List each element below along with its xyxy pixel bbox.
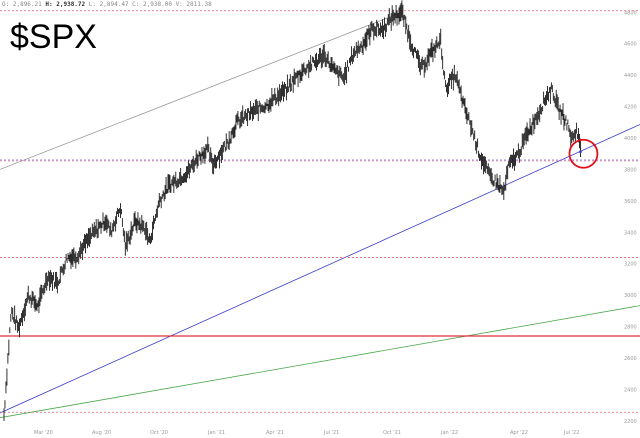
x-tick-label: Jan '22 (440, 430, 458, 436)
ohlc-high-value: 2,938.72 (56, 1, 86, 8)
x-tick-label: Aug '20 (92, 430, 111, 436)
x-tick-label: Jul '21 (323, 430, 339, 436)
upper-channel-line (0, 11, 403, 170)
y-tick-label: 4600 (624, 42, 637, 48)
y-tick-label: 3600 (624, 199, 637, 205)
y-tick-label: 2600 (624, 356, 637, 362)
x-tick-label: Jul '22 (563, 430, 579, 436)
x-axis-ticks: Mar '20 Aug '20 Oct '20 Jan '21 Apr '21 Jul '… (34, 430, 579, 436)
ohlc-high-label: H: (45, 1, 53, 8)
ohlc-volume-label: V: (175, 1, 183, 8)
y-tick-label: 4000 (624, 136, 637, 142)
x-tick-label: Apr '22 (510, 430, 528, 436)
y-tick-label: 3000 (624, 293, 637, 299)
x-tick-label: Mar '20 (34, 430, 53, 436)
y-tick-label: 4400 (624, 73, 637, 79)
annotations (568, 138, 599, 169)
x-tick-label: Oct '20 (150, 430, 168, 436)
ohlc-readout: O: 2,896.21 H: 2,938.72 L: 2,894.47 C: 2… (2, 1, 212, 8)
ohlc-close-label: C: (132, 1, 140, 8)
latest-price-dot (579, 150, 582, 154)
y-tick-label: 3200 (624, 262, 637, 268)
y-tick-label: 4200 (624, 105, 637, 111)
y-tick-label: 3400 (624, 230, 637, 236)
x-tick-label: Apr '21 (266, 430, 284, 436)
ohlc-low-value: 2,894.47 (99, 1, 129, 8)
y-axis-ticks: 2200 2400 2600 2800 3000 3200 3400 3600 3800 4000… (624, 10, 637, 425)
highlight-circle (568, 138, 599, 169)
ohlc-open-label: O: (2, 1, 10, 8)
green-trendline-line (0, 305, 640, 419)
y-tick-label: 4800 (624, 10, 637, 16)
y-tick-label: 3800 (624, 167, 637, 173)
ohlc-volume-value: 2811.38 (186, 1, 212, 8)
ohlc-open-value: 2,896.21 (12, 1, 42, 8)
price-bars (3, 0, 581, 421)
x-tick-label: Jan '21 (207, 430, 225, 436)
ohlc-low-label: L: (88, 1, 97, 8)
y-tick-label: 2200 (624, 419, 637, 425)
blue-trendline-line (0, 124, 640, 414)
y-tick-label: 2800 (624, 325, 637, 331)
trendlines (0, 10, 640, 419)
ticker-symbol: $SPX (10, 18, 97, 56)
y-tick-label: 2400 (624, 387, 637, 393)
x-tick-label: Oct '21 (383, 430, 401, 436)
ohlc-close-value: 2,938.00 (143, 1, 172, 8)
